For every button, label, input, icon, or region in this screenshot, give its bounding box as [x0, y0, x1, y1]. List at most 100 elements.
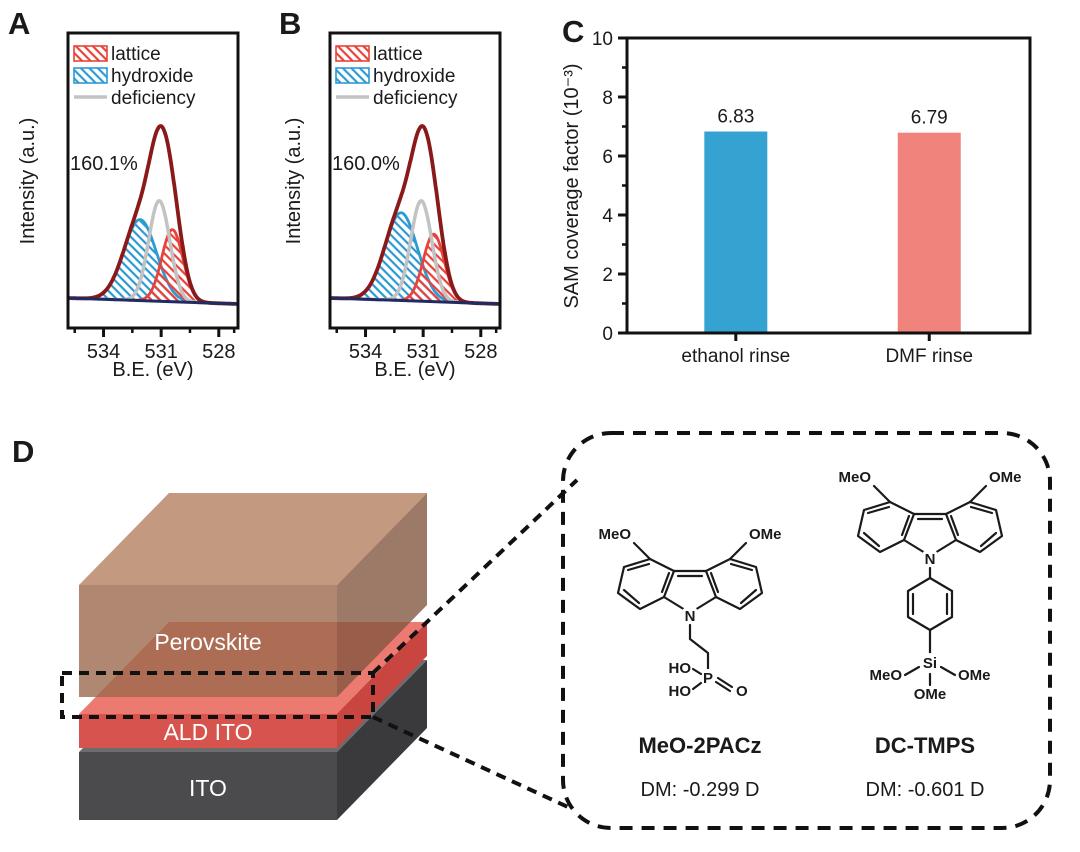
- panel-a-y-axis-label: Intensity (a.u.): [17, 118, 39, 245]
- baseline-curve: [331, 296, 499, 306]
- legend-label-hydroxide: hydroxide: [111, 66, 193, 87]
- methoxy-label-left: MeO: [598, 526, 631, 543]
- legend-label-deficiency: deficiency: [373, 88, 458, 109]
- perovskite-top-face: [79, 493, 427, 585]
- methoxy-label-left: MeO: [838, 469, 871, 486]
- panel-a-plot-area: 534 531 528: [66, 124, 240, 363]
- ald-ito-front-face: [79, 714, 337, 748]
- phosphorus-label: P: [703, 670, 713, 687]
- panel-a-ratio-annotation: 160.1%: [70, 153, 138, 175]
- y-axis-tick-label: 4: [602, 206, 613, 227]
- silicon-label: Si: [923, 655, 937, 672]
- baseline-curve: [69, 296, 237, 306]
- p-o-double-bond-2: [716, 676, 734, 689]
- molecule-2-dipole-moment: DM: -0.601 D: [866, 779, 985, 801]
- x-axis-tick-label: 528: [464, 341, 497, 363]
- legend-label-lattice: lattice: [373, 44, 423, 65]
- legend-label-deficiency: deficiency: [111, 88, 196, 109]
- legend-swatch-hydroxide: [335, 67, 370, 84]
- p-o-double-bond-1: [714, 680, 732, 693]
- molecule-2-name: DC-TMPS: [875, 733, 975, 758]
- ald-ito-right-face: [337, 622, 427, 748]
- panel-c-label: C: [562, 14, 584, 49]
- y-axis-tick-label: 2: [602, 265, 613, 286]
- hydroxyl-label-top: HO: [669, 660, 692, 677]
- x-axis-tick-label: 528: [202, 341, 235, 363]
- panel-b-y-axis-label: Intensity (a.u.): [283, 118, 305, 245]
- legend-label-lattice: lattice: [111, 44, 161, 65]
- phenyl-ring: [906, 576, 954, 632]
- panel-b-x-axis-label: B.E. (eV): [374, 359, 455, 381]
- panel-b-plot-frame: [328, 31, 502, 330]
- x-axis-tick-label: 531: [144, 341, 177, 363]
- legend-swatch-lattice: [335, 45, 370, 62]
- nitrogen-label: N: [685, 608, 696, 625]
- legend-swatch-lattice: [73, 45, 108, 62]
- peak-fill-hydroxide: [68, 219, 238, 304]
- panel-c-plot-area: 6.83 6.79: [704, 107, 961, 333]
- molecule-zoom-box: [561, 431, 1052, 830]
- panel-b-plot-area: 534 531 528: [328, 124, 502, 363]
- si-ome-bond-left: [903, 665, 921, 677]
- bar-ethanol-rinse: [704, 131, 768, 333]
- panel-c: C SAM coverage factor (10⁻³) 6.83 6.79 0 2…: [561, 14, 1032, 367]
- y-axis-tick-label: 6: [602, 147, 613, 168]
- zoom-connector-bottom: [372, 715, 571, 810]
- molecule-dc-tmps: MeO OMe N Si MeO OMe OMe: [838, 469, 1021, 703]
- panel-b-ratio-annotation: 160.0%: [332, 153, 400, 175]
- x-axis-tick-label: 531: [406, 341, 439, 363]
- p-oh-bond-bottom: [691, 681, 703, 691]
- panel-a-x-axis-label: B.E. (eV): [112, 359, 193, 381]
- ito-layer-label: ITO: [189, 775, 227, 801]
- bar-value-label: 6.79: [911, 108, 948, 129]
- bar-value-label: 6.83: [717, 107, 754, 128]
- panel-c-axis-annotations: 0 2 4 6 8 10 ethanol rinse DMF rinse: [592, 29, 973, 367]
- silyl-methoxy-left: MeO: [869, 667, 902, 684]
- ito-right-face: [337, 660, 427, 820]
- x-axis-category-label: ethanol rinse: [681, 346, 790, 367]
- interface-highlight-box: [60, 671, 375, 719]
- y-axis-tick-label: 8: [602, 88, 613, 109]
- oxygen-label: O: [736, 683, 748, 700]
- p-oh-bond-top: [691, 667, 703, 676]
- hydroxyl-label-bottom: HO: [669, 683, 692, 700]
- panel-a: A Intensity (a.u.) 534 531 528 160.1% latt…: [8, 6, 240, 381]
- ethyl-chain-bond: [688, 623, 710, 672]
- perovskite-layer-label: Perovskite: [154, 629, 261, 655]
- si-ome-bond-right: [939, 665, 957, 677]
- silyl-methoxy-right: OMe: [958, 667, 991, 684]
- panel-b-label: B: [279, 6, 301, 41]
- nitrogen-label: N: [925, 551, 936, 568]
- panel-d: D Perovskite ALD ITO ITO MeO: [12, 431, 1052, 830]
- molecule-1-name: MeO-2PACz: [638, 733, 761, 758]
- ald-ito-layer-label: ALD ITO: [163, 719, 252, 745]
- panel-c-y-axis-label: SAM coverage factor (10⁻³): [561, 63, 583, 308]
- panel-b: B Intensity (a.u.) 534 531 528 160.0% latt…: [279, 6, 502, 381]
- panel-a-plot-frame: [66, 31, 240, 330]
- x-axis-category-label: DMF rinse: [885, 346, 973, 367]
- silyl-methoxy-bottom: OMe: [914, 686, 947, 703]
- silicon-label-backing: [920, 653, 940, 673]
- y-axis-tick-label: 10: [592, 29, 613, 50]
- legend-label-hydroxide: hydroxide: [373, 66, 455, 87]
- zoom-connector-top: [371, 478, 579, 675]
- x-axis-tick-label: 534: [349, 341, 382, 363]
- methoxy-label-right: OMe: [989, 469, 1022, 486]
- bar-DMF-rinse: [897, 132, 961, 333]
- x-axis-tick-label: 534: [87, 341, 120, 363]
- ito-front-face: [79, 752, 337, 820]
- legend-swatch-hydroxide: [73, 67, 108, 84]
- panel-d-label: D: [12, 434, 34, 469]
- perovskite-right-face: [337, 493, 427, 697]
- panel-a-label: A: [8, 6, 30, 41]
- methoxy-label-right: OMe: [749, 526, 782, 543]
- perovskite-front-face: [79, 585, 337, 697]
- molecule-1-dipole-moment: DM: -0.299 D: [641, 779, 760, 801]
- y-axis-tick-label: 0: [602, 324, 613, 345]
- panel-c-plot-frame: [625, 36, 1032, 335]
- phosphorus-label-backing: [699, 669, 717, 687]
- perovskite-block: [79, 493, 427, 697]
- molecule-meo-2pacz: MeO OMe N P HO HO O: [598, 526, 781, 700]
